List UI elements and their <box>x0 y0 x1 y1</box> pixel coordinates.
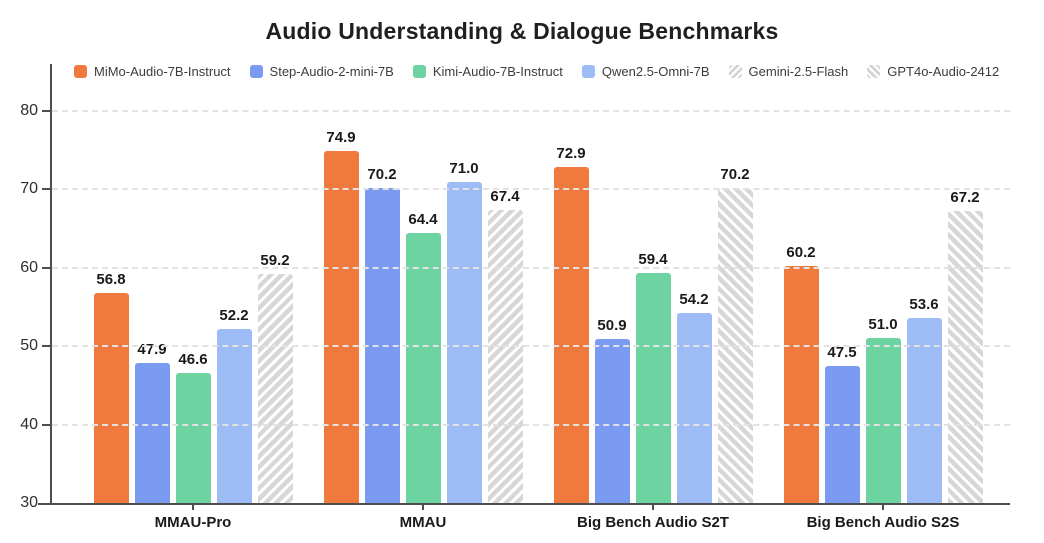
x-tick <box>652 503 654 510</box>
legend-label: Kimi-Audio-7B-Instruct <box>432 64 563 79</box>
legend-swatch <box>412 65 426 78</box>
y-tick <box>42 188 50 191</box>
bar: 74.9 <box>323 129 359 503</box>
x-tick <box>192 503 194 510</box>
gridline <box>52 188 1010 191</box>
x-axis-label: MMAU-Pro <box>154 514 232 531</box>
bar: 47.9 <box>134 341 170 503</box>
bar-value-label: 50.9 <box>597 317 627 335</box>
x-axis-label: MMAU <box>399 514 447 531</box>
y-tick <box>42 345 50 348</box>
legend-item: Qwen2.5-Omni-7B <box>581 64 710 79</box>
bar-group: 72.9 50.9 59.4 54.2 70.2 Big Bench Audio S2T <box>538 64 768 531</box>
legend-label: Step-Audio-2-mini-7B <box>269 64 394 79</box>
y-tick-label: 30 <box>20 494 38 511</box>
bar: 46.6 <box>175 351 211 503</box>
bar-value-label: 70.2 <box>367 165 397 183</box>
bar-value-label: 56.8 <box>96 270 126 288</box>
bar-value-label: 70.2 <box>720 165 750 183</box>
bar-value-label: 47.5 <box>827 343 857 361</box>
y-tick-label: 70 <box>20 180 38 198</box>
plot-area: 56.8 47.9 46.6 52.2 59.2 MMAU-Pro 74.9 70.2 64.4… <box>20 64 1010 531</box>
bar: 67.4 <box>487 188 523 503</box>
bar: 59.2 <box>257 252 293 503</box>
gridline <box>52 345 1010 348</box>
x-axis-label: Big Bench Audio S2S <box>806 514 960 531</box>
bar-value-label: 71.0 <box>449 159 479 177</box>
legend-swatch <box>249 65 263 78</box>
y-tick <box>42 423 50 426</box>
bar-value-label: 59.2 <box>260 252 290 270</box>
legend-swatch <box>581 65 595 78</box>
legend-item: MiMo-Audio-7B-Instruct <box>74 64 231 79</box>
bar-value-label: 51.0 <box>868 316 898 334</box>
bar: 54.2 <box>676 291 712 503</box>
bar-value-label: 72.9 <box>556 144 586 162</box>
legend-item: Kimi-Audio-7B-Instruct <box>412 64 563 79</box>
legend-label: GPT4o-Audio-2412 <box>887 64 1000 79</box>
bar: 50.9 <box>594 317 630 503</box>
legend-swatch <box>728 65 742 78</box>
bar-group: 56.8 47.9 46.6 52.2 59.2 MMAU-Pro <box>78 64 308 531</box>
y-tick-label: 40 <box>20 415 38 433</box>
bar: 67.2 <box>947 189 983 503</box>
bar-group: 74.9 70.2 64.4 71.0 67.4 MMAU <box>308 64 538 531</box>
bar: 72.9 <box>553 145 589 503</box>
legend-swatch <box>74 65 87 78</box>
legend-item: GPT4o-Audio-2412 <box>867 64 999 79</box>
bar-value-label: 64.4 <box>408 211 438 229</box>
y-tick-label: 60 <box>20 258 38 276</box>
x-tick <box>422 503 424 510</box>
bar-value-label: 67.4 <box>490 187 520 205</box>
gridline <box>52 266 1010 269</box>
legend-label: MiMo-Audio-7B-Instruct <box>94 64 231 79</box>
bar: 59.4 <box>635 251 671 503</box>
x-axis-line <box>38 503 1010 505</box>
chart-title: Audio Understanding & Dialogue Benchmark… <box>265 18 779 44</box>
bar-value-label: 52.2 <box>219 307 249 324</box>
y-tick-label: 50 <box>20 337 38 355</box>
bar: 53.6 <box>906 296 942 503</box>
bar-value-label: 60.2 <box>786 244 816 262</box>
bar-value-label: 53.6 <box>909 296 939 313</box>
x-axis-label: Big Bench Audio S2T <box>577 514 729 531</box>
bar-value-label: 47.9 <box>137 340 167 358</box>
bar-value-label: 54.2 <box>679 291 709 309</box>
y-tick <box>42 266 50 269</box>
bar: 52.2 <box>216 307 252 503</box>
y-tick-label: 80 <box>20 102 38 120</box>
y-tick <box>42 110 50 113</box>
bar-value-label: 46.6 <box>178 350 208 368</box>
bar: 64.4 <box>405 211 441 503</box>
legend-swatch <box>867 65 881 78</box>
x-tick <box>882 503 884 510</box>
legend-label: Gemini-2.5-Flash <box>748 64 849 79</box>
gridline <box>52 423 1010 426</box>
gridline <box>52 110 1010 113</box>
legend-item: Step-Audio-2-mini-7B <box>249 64 394 79</box>
bar-value-label: 74.9 <box>326 129 356 146</box>
bar-groups-container: 56.8 47.9 46.6 52.2 59.2 MMAU-Pro 74.9 70.2 64.4… <box>52 64 1010 531</box>
y-axis-line <box>50 64 52 503</box>
bar: 60.2 <box>783 244 819 503</box>
bar: 56.8 <box>93 271 129 503</box>
bar: 47.5 <box>824 344 860 503</box>
bar-group: 60.2 47.5 51.0 53.6 67.2 Big Bench Audio S2S <box>768 64 998 531</box>
legend-item: Gemini-2.5-Flash <box>728 64 849 79</box>
legend: MiMo-Audio-7B-Instruct Step-Audio-2-mini-… <box>74 64 999 79</box>
legend-label: Qwen2.5-Omni-7B <box>601 64 710 79</box>
bar: 51.0 <box>865 316 901 503</box>
bar: 71.0 <box>446 160 482 503</box>
bar-value-label: 67.2 <box>950 189 980 207</box>
bar-value-label: 59.4 <box>638 250 668 268</box>
